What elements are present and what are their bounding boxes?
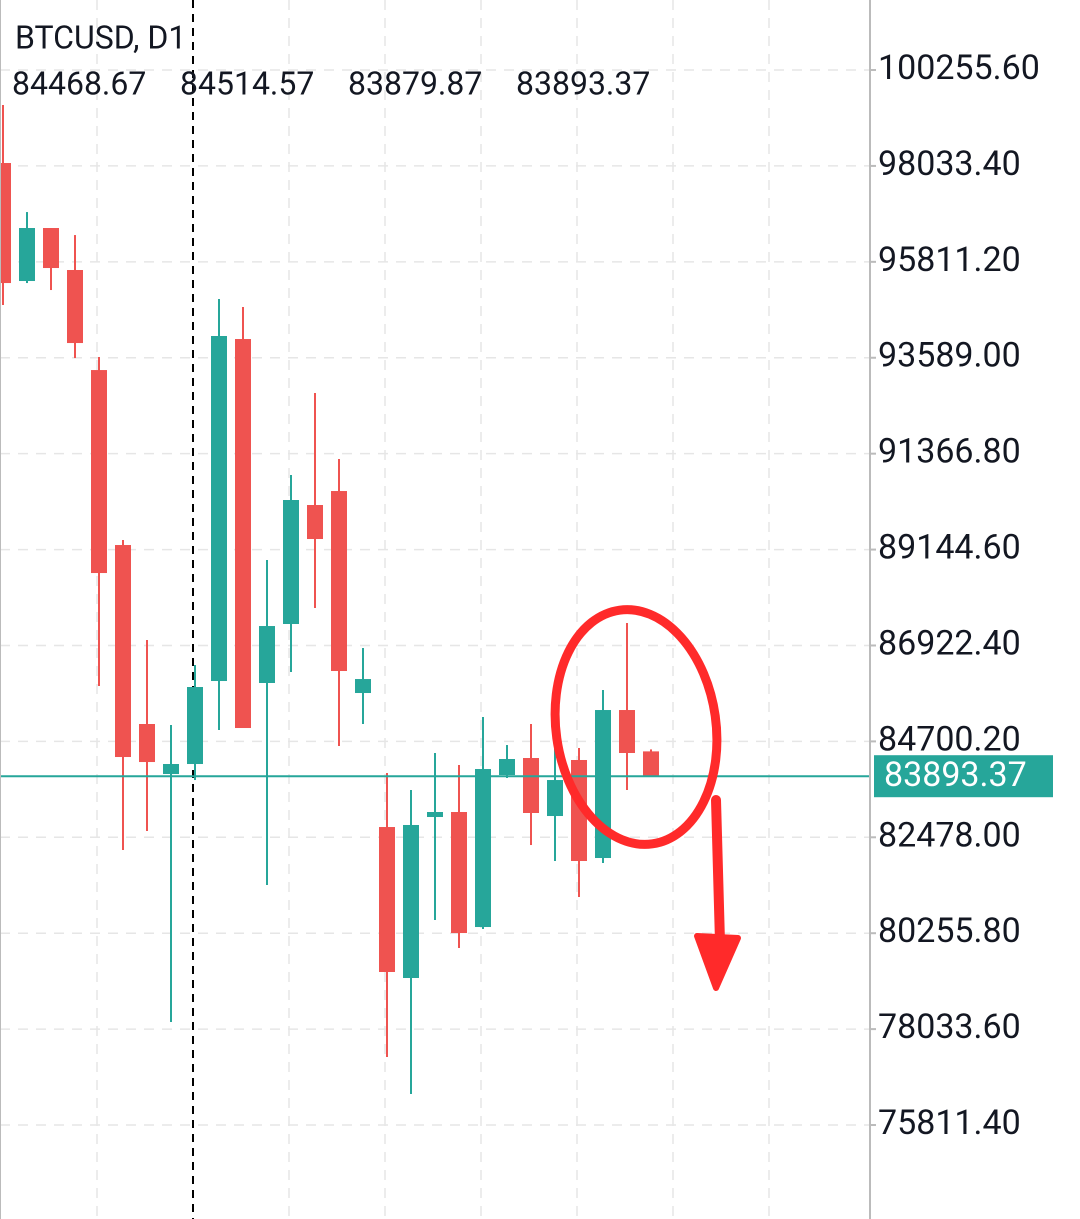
grid (0, 69, 870, 1126)
y-tick-label: 80255.80 (878, 911, 1021, 951)
candle-body (331, 491, 347, 672)
candles (0, 105, 870, 1095)
candle-body (139, 724, 155, 763)
candle-body (211, 335, 227, 682)
candle-body (163, 764, 179, 775)
highlight-circle (550, 605, 722, 849)
y-tick-label: 86922.40 (878, 623, 1021, 663)
ohlc-low: 83879.87 (348, 64, 482, 102)
y-tick-label: 100255.60 (878, 48, 1040, 88)
price-label-box (874, 755, 1053, 798)
candle-body (19, 228, 35, 282)
price-axis: 100255.60 98033.40 95811.20 93589.00 91366.8… (870, 48, 1053, 1143)
y-tick-label: 82478.00 (878, 815, 1021, 855)
candle-body (547, 780, 563, 817)
y-tick-label: 75811.40 (878, 1103, 1021, 1143)
y-tick-label: 93589.00 (878, 336, 1021, 376)
candle-body (523, 758, 539, 813)
candle-body (403, 824, 419, 978)
candle-body (499, 759, 515, 776)
y-tick-label: 84700.20 (878, 719, 1021, 759)
candle-body (67, 270, 83, 344)
ohlc-high: 84514.57 (180, 64, 314, 102)
candle-body (307, 505, 323, 540)
chart-title: BTCUSD, D1 (15, 18, 186, 56)
ohlc-open: 84468.67 (12, 64, 146, 102)
candle-body (643, 751, 659, 777)
arrow-shaft (711, 795, 725, 947)
candle-body (43, 228, 59, 269)
candle-body (283, 500, 299, 625)
candle-body (355, 679, 371, 694)
y-tick-label: 98033.40 (878, 144, 1021, 184)
candle-body (235, 339, 251, 729)
vertical-grid (96, 0, 770, 1219)
y-tick-label: 78033.60 (878, 1007, 1021, 1047)
y-tick-label: 89144.60 (878, 528, 1021, 568)
price-label: 83893.37 (884, 755, 1027, 795)
candle-body (187, 687, 203, 765)
candle-body (427, 812, 443, 818)
candle-body (475, 769, 491, 928)
candle-body (259, 626, 275, 684)
candle-body (115, 545, 131, 758)
candle-body (0, 163, 11, 284)
candle-body (619, 710, 635, 754)
y-tick-label: 91366.80 (878, 432, 1021, 472)
candle-body (379, 827, 395, 972)
y-tick-label: 95811.20 (878, 240, 1021, 280)
candle-body (91, 370, 107, 574)
arrow-head (694, 933, 741, 991)
candle-body (451, 812, 467, 934)
ohlc-close: 83893.37 (516, 64, 650, 102)
